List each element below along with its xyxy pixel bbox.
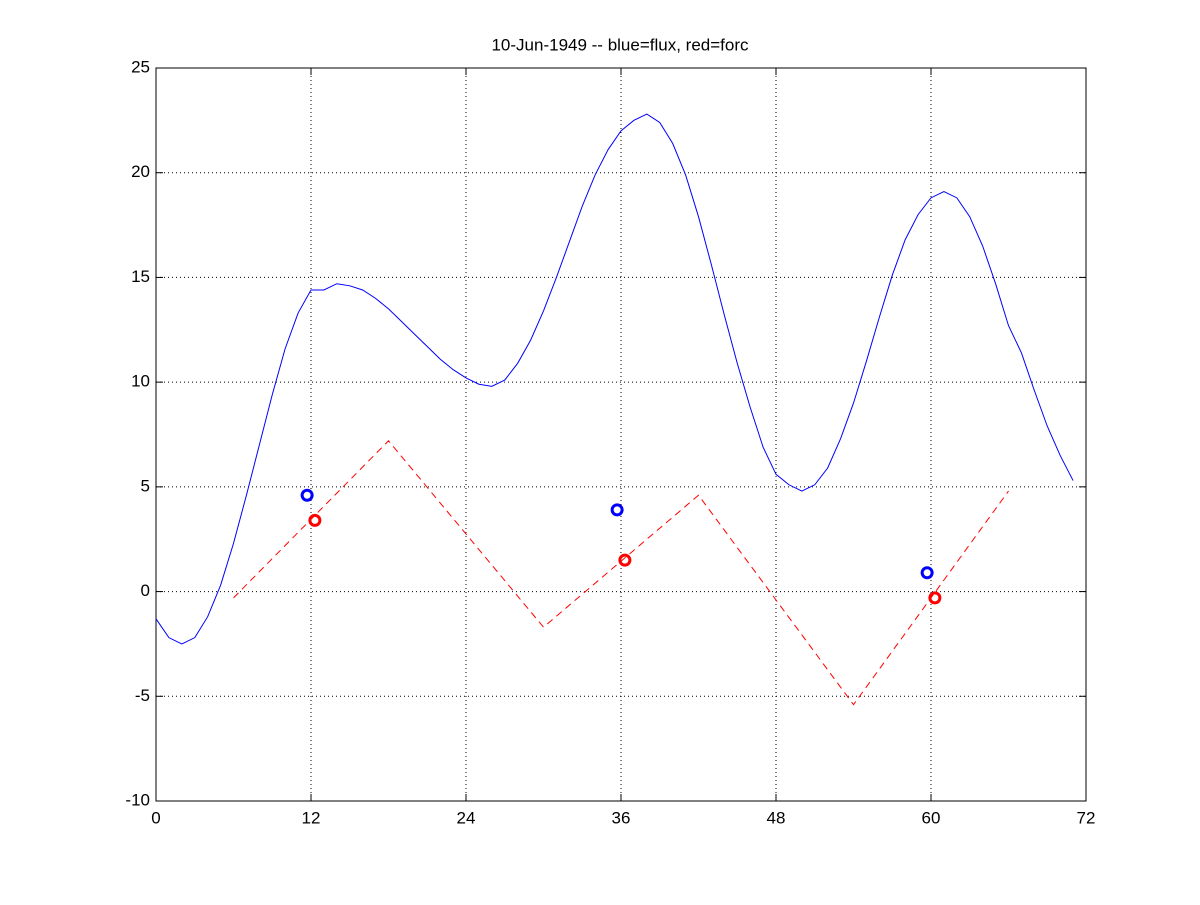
y-tick-label: 0 [141, 581, 150, 600]
y-tick-label: 10 [131, 372, 150, 391]
x-tick-label: 12 [302, 808, 321, 827]
marker [920, 566, 934, 580]
y-tick-label: 20 [131, 162, 150, 181]
y-tick-label: 5 [141, 476, 150, 495]
chart-title: 10-Jun-1949 -- blue=flux, red=forc [491, 35, 749, 54]
x-tick-label: 24 [457, 808, 476, 827]
marker [618, 553, 632, 567]
y-tick-label: -10 [125, 790, 150, 809]
x-tick-label: 0 [151, 808, 160, 827]
marker [610, 503, 624, 517]
y-tick-label: -5 [135, 686, 150, 705]
y-tick-label: 25 [131, 57, 150, 76]
marker [300, 488, 314, 502]
marker [928, 591, 942, 605]
series-line [155, 113, 1074, 645]
x-tick-label: 48 [767, 808, 786, 827]
plot-frame [155, 67, 1087, 802]
x-tick-label: 72 [1077, 808, 1096, 827]
x-tick-label: 60 [922, 808, 941, 827]
x-tick-label: 36 [612, 808, 631, 827]
y-tick-label: 15 [131, 267, 150, 286]
marker [308, 513, 322, 527]
